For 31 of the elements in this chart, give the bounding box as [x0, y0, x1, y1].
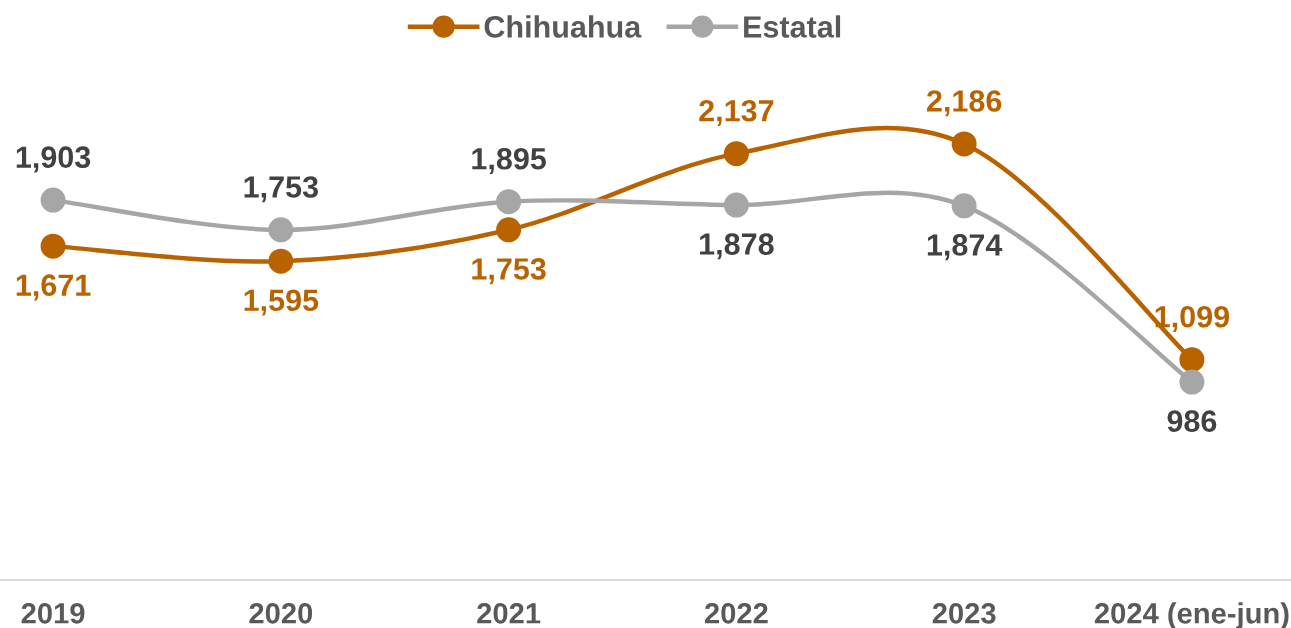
point	[268, 248, 294, 274]
legend-label: Chihuahua	[484, 15, 642, 38]
point	[1179, 347, 1205, 373]
data-label: 1,595	[244, 289, 319, 316]
x-tick-label: 2023	[932, 602, 996, 624]
x-tick-label: 2019	[21, 602, 85, 624]
data-label: 986	[1167, 410, 1217, 432]
point	[951, 131, 977, 157]
data-label: 1,753	[244, 176, 318, 203]
point	[268, 217, 294, 243]
data-label: 1,874	[927, 234, 1003, 261]
data-label: 1,671	[16, 274, 91, 301]
legend-label: Estatal	[744, 15, 841, 38]
x-tick-label: 2020	[249, 602, 313, 624]
point	[1179, 369, 1205, 395]
data-label: 2,137	[699, 99, 774, 126]
point	[496, 189, 522, 215]
point	[40, 187, 66, 213]
data-label: 1,895	[472, 147, 546, 175]
data-label: 1,903	[16, 146, 91, 173]
data-label: 2,186	[926, 90, 1002, 117]
point	[951, 193, 977, 219]
data-label: 1,753	[472, 258, 546, 285]
data-label: 1,099	[1155, 305, 1230, 333]
point	[723, 192, 749, 218]
point	[723, 141, 749, 167]
point	[40, 233, 66, 259]
x-tick-label: 2022	[704, 602, 768, 624]
data-label: 1,878	[700, 233, 774, 260]
x-tick-label: 2021	[477, 602, 541, 624]
point	[496, 217, 522, 243]
